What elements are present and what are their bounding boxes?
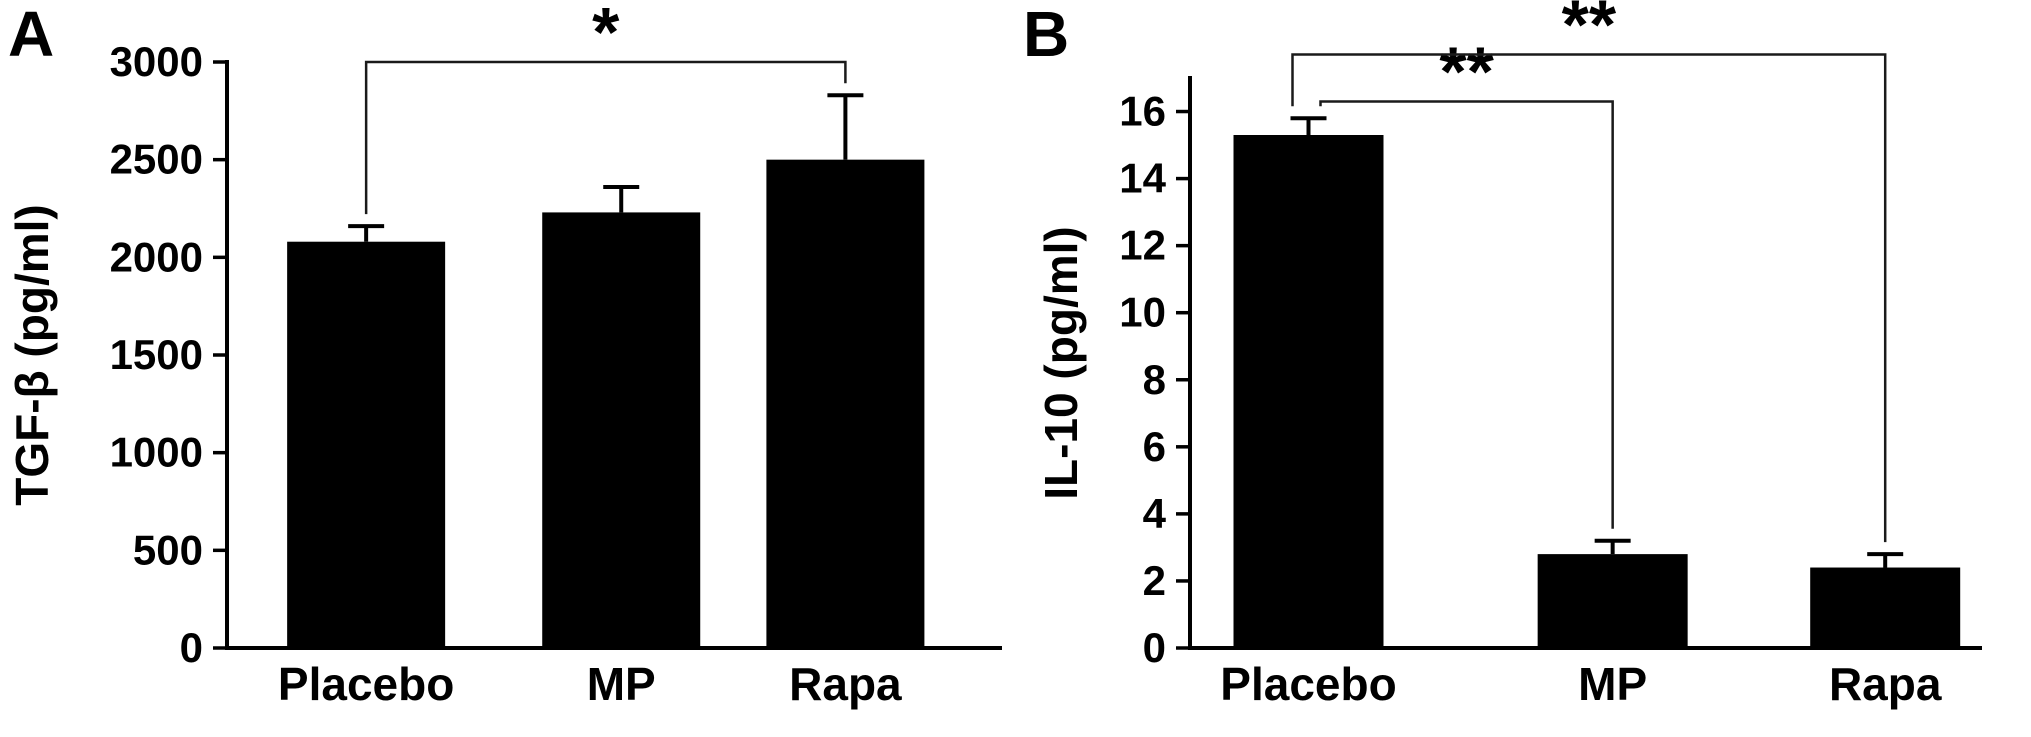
error-bar-placebo — [348, 224, 385, 242]
y-axis-label: TGF-β (pg/ml) — [6, 204, 58, 505]
bar-chart-il-10: 0 2 4 6 8 10 12 14 16 Placebo MP Rapa IL-10 (pg/ml) *… — [1035, 0, 1982, 710]
error-bar-mp — [1594, 538, 1631, 555]
x-category-label: Rapa — [1829, 658, 1942, 710]
y-tick-label: 2500 — [110, 136, 203, 183]
x-category-label: MP — [587, 658, 656, 710]
y-axis-label: IL-10 (pg/ml) — [1035, 226, 1087, 499]
significance-label: ** — [1562, 0, 1617, 64]
x-category-label: Placebo — [1220, 658, 1396, 710]
y-tick-label: 1000 — [110, 429, 203, 476]
error-bar-mp — [603, 185, 640, 213]
bar-placebo — [287, 241, 446, 648]
y-tick-label: 0 — [180, 624, 203, 671]
y-tick-label: 8 — [1143, 356, 1166, 403]
y-tick-label: 2 — [1143, 557, 1166, 604]
significance-bracket — [1291, 53, 1887, 543]
x-category-label: Placebo — [278, 658, 454, 710]
error-bar-rapa — [1867, 552, 1904, 568]
bar-mp — [542, 212, 701, 648]
bar-rapa — [1810, 567, 1961, 648]
y-tick-label: 2000 — [110, 233, 203, 280]
significance-label: * — [592, 0, 620, 71]
panel-a: A 0 500 1000 1500 2000 2500 3000 Placebo MP Rapa T… — [0, 0, 1015, 737]
x-category-label: MP — [1578, 658, 1647, 710]
y-tick-label: 4 — [1143, 490, 1167, 537]
panel-b-letter: B — [1023, 0, 1070, 70]
error-bar-placebo — [1290, 116, 1327, 135]
panel-b: B 0 2 4 6 8 10 12 14 16 Placebo MP Rapa IL-10 (pg/ml… — [1015, 0, 2031, 737]
y-tick-label: 12 — [1119, 222, 1166, 269]
panel-a-letter: A — [8, 0, 55, 70]
y-axis-ticks: 0 500 1000 1500 2000 2500 3000 — [110, 38, 227, 671]
bar-chart-tgf-beta: 0 500 1000 1500 2000 2500 3000 Placebo MP Rapa TGF… — [6, 0, 1002, 710]
y-tick-label: 3000 — [110, 38, 203, 85]
y-axis-ticks: 0 2 4 6 8 10 12 14 16 — [1119, 88, 1190, 671]
y-tick-label: 10 — [1119, 289, 1166, 336]
y-tick-label: 0 — [1143, 624, 1166, 671]
y-tick-label: 16 — [1119, 88, 1166, 135]
bar-placebo — [1233, 135, 1384, 648]
bar-rapa — [766, 159, 925, 648]
significance-label: ** — [1439, 32, 1494, 110]
significance-bracket — [1319, 100, 1614, 529]
y-tick-label: 500 — [133, 526, 203, 573]
bar-mp — [1537, 554, 1688, 648]
significance-bracket — [364, 60, 847, 215]
y-tick-label: 14 — [1119, 155, 1166, 202]
y-tick-label: 6 — [1143, 423, 1166, 470]
x-category-label: Rapa — [789, 658, 902, 710]
y-tick-label: 1500 — [110, 331, 203, 378]
error-bar-rapa — [827, 93, 864, 160]
